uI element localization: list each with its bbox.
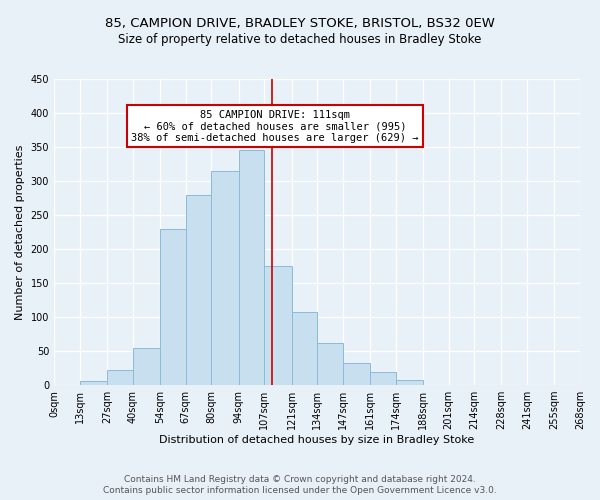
Bar (239, 150, 264, 385)
Text: Size of property relative to detached houses in Bradley Stoke: Size of property relative to detached ho… (118, 32, 482, 46)
Bar (317, 343, 343, 385)
X-axis label: Distribution of detached houses by size in Bradley Stoke: Distribution of detached houses by size … (160, 435, 475, 445)
Bar (133, 348, 160, 385)
Bar (211, 171, 239, 385)
Bar (80, 381, 107, 385)
Text: 85 CAMPION DRIVE: 111sqm
← 60% of detached houses are smaller (995)
38% of semi-: 85 CAMPION DRIVE: 111sqm ← 60% of detach… (131, 110, 419, 143)
Bar (264, 266, 292, 385)
Y-axis label: Number of detached properties: Number of detached properties (15, 144, 25, 320)
Bar (395, 380, 423, 385)
Bar (292, 312, 317, 385)
Bar (370, 372, 395, 385)
Text: Contains public sector information licensed under the Open Government Licence v3: Contains public sector information licen… (103, 486, 497, 495)
Bar (107, 370, 133, 385)
Bar (160, 228, 185, 385)
Bar (343, 364, 370, 385)
Text: 85, CAMPION DRIVE, BRADLEY STOKE, BRISTOL, BS32 0EW: 85, CAMPION DRIVE, BRADLEY STOKE, BRISTO… (105, 18, 495, 30)
Text: Contains HM Land Registry data © Crown copyright and database right 2024.: Contains HM Land Registry data © Crown c… (124, 475, 476, 484)
Bar (185, 194, 211, 385)
